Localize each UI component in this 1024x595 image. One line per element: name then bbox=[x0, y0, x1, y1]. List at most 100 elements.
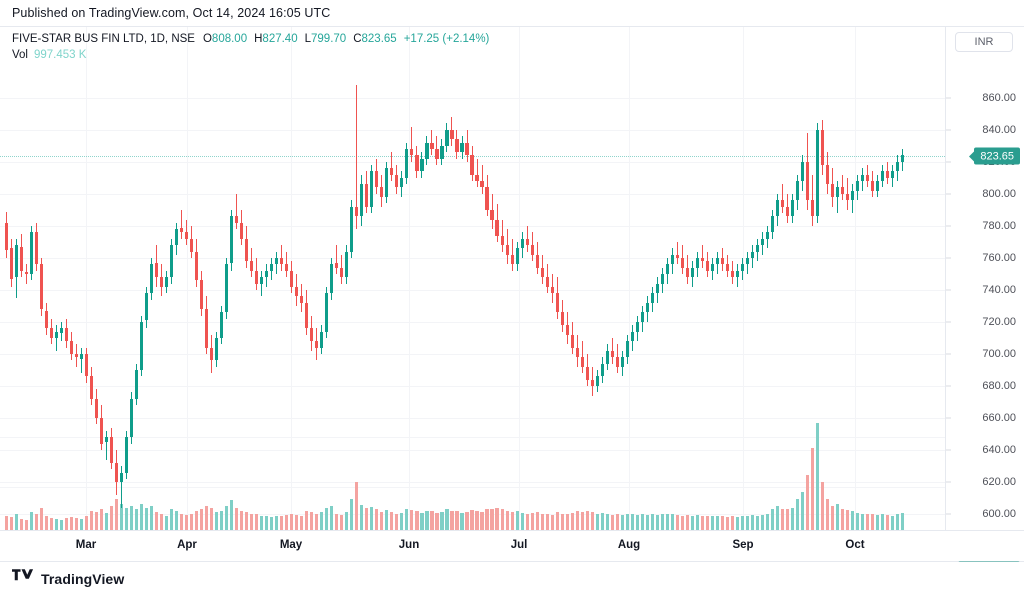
candle-body bbox=[685, 267, 689, 278]
symbol-title[interactable]: FIVE-STAR BUS FIN LTD, 1D, NSE bbox=[12, 33, 195, 45]
candlestick bbox=[545, 27, 549, 530]
candle-body bbox=[900, 155, 905, 162]
candle-body bbox=[80, 354, 84, 359]
candlestick bbox=[70, 27, 74, 530]
currency-button[interactable]: INR bbox=[955, 32, 1013, 52]
candle-body bbox=[870, 181, 874, 191]
candle-body bbox=[665, 264, 669, 274]
candlestick bbox=[615, 27, 619, 530]
candle-body bbox=[415, 155, 419, 172]
volume-bar bbox=[355, 481, 359, 530]
volume-bar bbox=[650, 514, 654, 530]
plot-area[interactable]: EE bbox=[0, 27, 945, 530]
candlestick bbox=[180, 27, 184, 530]
candle-body bbox=[185, 232, 189, 239]
volume-bar bbox=[24, 519, 29, 530]
candle-body bbox=[765, 232, 769, 239]
candle-body bbox=[420, 158, 424, 172]
price-axis[interactable]: INR 600.00 620.00 640.00 660.00 680.00 700.00… bbox=[945, 27, 1024, 562]
candle-body bbox=[410, 149, 414, 156]
candle-body bbox=[310, 328, 314, 342]
candle-body bbox=[895, 161, 900, 172]
volume-bar bbox=[245, 512, 249, 530]
candlestick bbox=[400, 27, 404, 530]
volume-bar bbox=[740, 516, 744, 530]
candle-body bbox=[885, 171, 890, 178]
candlestick bbox=[195, 27, 199, 530]
candle-body bbox=[545, 277, 549, 287]
price-tick-dash bbox=[946, 257, 951, 259]
candle-wick bbox=[286, 251, 288, 278]
volume-bar bbox=[345, 512, 349, 530]
candle-body bbox=[480, 181, 484, 188]
volume-bar bbox=[400, 512, 404, 530]
candle-body bbox=[24, 272, 29, 274]
volume-bar bbox=[330, 505, 334, 530]
grid-line-vertical bbox=[519, 27, 520, 530]
candle-body bbox=[815, 129, 819, 217]
volume-bar bbox=[9, 516, 14, 530]
volume-bar bbox=[575, 511, 579, 530]
volume-bar bbox=[110, 505, 114, 530]
candle-body bbox=[100, 418, 104, 444]
volume-bar bbox=[44, 516, 49, 530]
volume-bar bbox=[455, 511, 459, 530]
candlestick bbox=[555, 27, 559, 530]
candle-body bbox=[350, 206, 354, 252]
candle-body bbox=[145, 293, 149, 321]
volume-bar bbox=[585, 510, 589, 530]
candlestick bbox=[865, 27, 869, 530]
month-label: Mar bbox=[75, 539, 97, 551]
candle-wick bbox=[846, 177, 848, 210]
volume-bar bbox=[480, 512, 484, 530]
volume-bar bbox=[170, 509, 174, 530]
candle-body bbox=[445, 129, 449, 146]
price-tick: 700.00 bbox=[982, 348, 1016, 361]
volume-bar bbox=[875, 514, 879, 530]
volume-bar bbox=[635, 514, 639, 530]
candlestick bbox=[375, 27, 379, 530]
candle-body bbox=[525, 238, 529, 246]
time-axis[interactable]: Mar Apr May Jun Jul Aug Sep Oct bbox=[0, 530, 1024, 561]
candle-body bbox=[860, 174, 864, 182]
candle-body bbox=[200, 280, 204, 310]
candle-body bbox=[435, 149, 439, 159]
candlestick bbox=[225, 27, 229, 530]
candlestick bbox=[550, 27, 554, 530]
volume-bar bbox=[420, 512, 424, 530]
candlestick bbox=[19, 27, 24, 530]
volume-bar bbox=[595, 513, 599, 530]
volume-bar bbox=[830, 505, 834, 530]
candlestick bbox=[360, 27, 364, 530]
candlestick bbox=[780, 27, 784, 530]
candlestick bbox=[630, 27, 634, 530]
candle-wick bbox=[581, 341, 583, 374]
candlestick bbox=[560, 27, 564, 530]
grid-line-vertical bbox=[855, 27, 856, 530]
volume-bar bbox=[590, 512, 594, 530]
candle-body bbox=[620, 357, 624, 367]
candlestick bbox=[885, 27, 890, 530]
candle-body bbox=[845, 193, 849, 201]
candle-wick bbox=[841, 174, 843, 201]
candle-body bbox=[555, 293, 559, 313]
candle-body bbox=[315, 341, 319, 348]
candle-wick bbox=[476, 158, 478, 188]
candlestick bbox=[320, 27, 324, 530]
grid-line bbox=[0, 450, 945, 452]
candlestick bbox=[165, 27, 169, 530]
month-label: Jun bbox=[398, 539, 420, 551]
candle-body bbox=[425, 142, 429, 159]
volume-bar bbox=[260, 515, 264, 530]
candle-body bbox=[850, 190, 854, 201]
candlestick bbox=[760, 27, 764, 530]
volume-bar bbox=[655, 514, 659, 530]
candlestick bbox=[215, 27, 219, 530]
volume-bar bbox=[580, 512, 584, 530]
volume-bar bbox=[550, 514, 554, 530]
grid-line bbox=[0, 193, 945, 195]
candle-body bbox=[825, 165, 829, 185]
candlestick bbox=[420, 27, 424, 530]
candle-body bbox=[150, 264, 154, 294]
candle-body bbox=[875, 181, 879, 191]
